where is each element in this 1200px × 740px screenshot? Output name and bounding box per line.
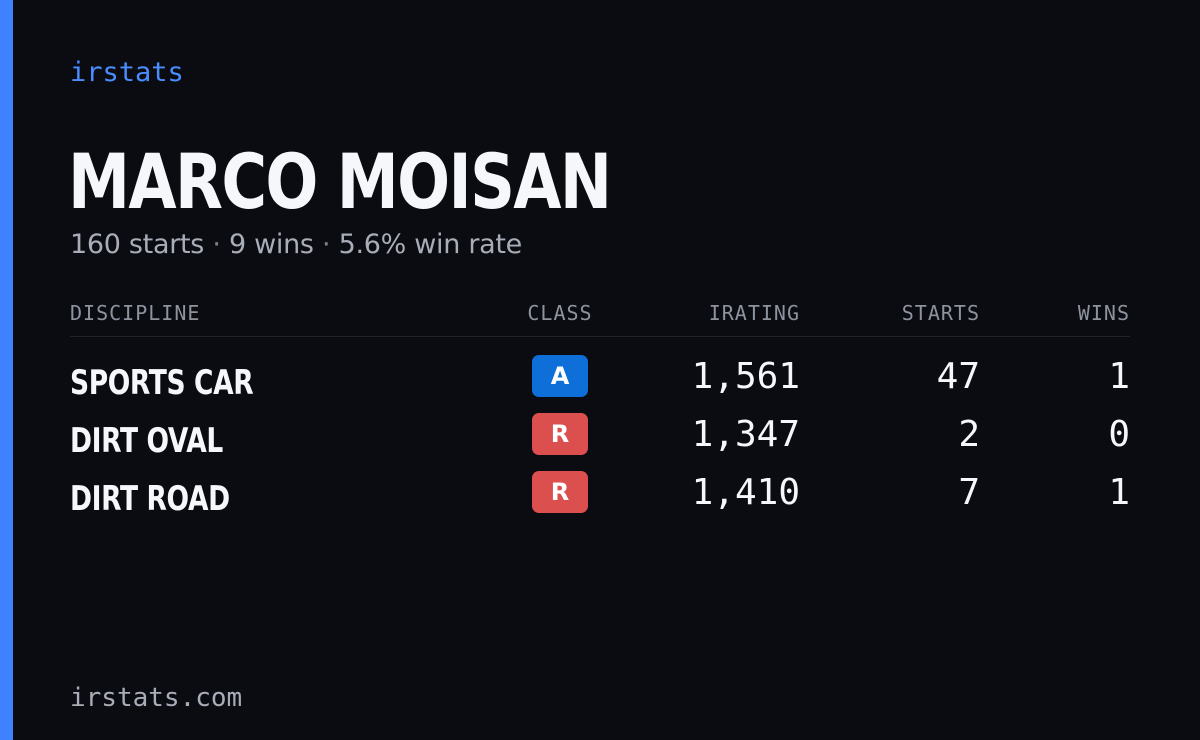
player-summary: 160 starts · 9 wins · 5.6% win rate — [70, 228, 522, 262]
starts-summary: 160 starts — [70, 229, 205, 260]
wins-value: 1 — [1108, 356, 1130, 397]
table-body: SPORTS CAR A 1,561 47 1 DIRT OVAL R 1,34… — [70, 337, 1130, 527]
irating-value: 1,410 — [691, 472, 800, 513]
wins-value: 0 — [1108, 414, 1130, 455]
starts-value: 2 — [958, 414, 980, 455]
header-class: CLASS — [527, 301, 593, 325]
class-cell: A — [500, 355, 620, 397]
summary-separator: · — [322, 229, 331, 260]
header-discipline: DISCIPLINE — [70, 301, 201, 325]
class-cell: R — [500, 413, 620, 455]
table-row: DIRT OVAL R 1,347 2 0 — [70, 411, 1130, 469]
header-irating: IRATING — [708, 301, 800, 325]
irating-value: 1,347 — [691, 414, 800, 455]
table-row: SPORTS CAR A 1,561 47 1 — [70, 353, 1130, 411]
player-name: MARCO MOISAN — [68, 137, 612, 226]
summary-separator: · — [212, 229, 221, 260]
win-rate-summary: 5.6% win rate — [338, 229, 523, 260]
discipline-name: DIRT OVAL — [70, 421, 223, 461]
class-badge: R — [532, 471, 588, 513]
starts-value: 7 — [958, 472, 980, 513]
class-badge: R — [532, 413, 588, 455]
header-wins: WINS — [1077, 301, 1130, 325]
brand-logo-text: irstats — [70, 57, 184, 88]
header-starts: STARTS — [901, 301, 980, 325]
irating-value: 1,561 — [691, 356, 800, 397]
discipline-name: DIRT ROAD — [70, 479, 230, 519]
table-row: DIRT ROAD R 1,410 7 1 — [70, 469, 1130, 527]
table-header: DISCIPLINE CLASS IRATING STARTS WINS — [70, 296, 1130, 337]
footer-url: irstats.com — [70, 683, 243, 713]
starts-value: 47 — [936, 356, 980, 397]
discipline-name: SPORTS CAR — [70, 363, 254, 403]
wins-summary: 9 wins — [228, 229, 314, 260]
accent-bar — [0, 0, 13, 740]
class-badge: A — [532, 355, 588, 397]
class-cell: R — [500, 471, 620, 513]
wins-value: 1 — [1108, 472, 1130, 513]
stats-table: DISCIPLINE CLASS IRATING STARTS WINS SPO… — [70, 296, 1130, 527]
